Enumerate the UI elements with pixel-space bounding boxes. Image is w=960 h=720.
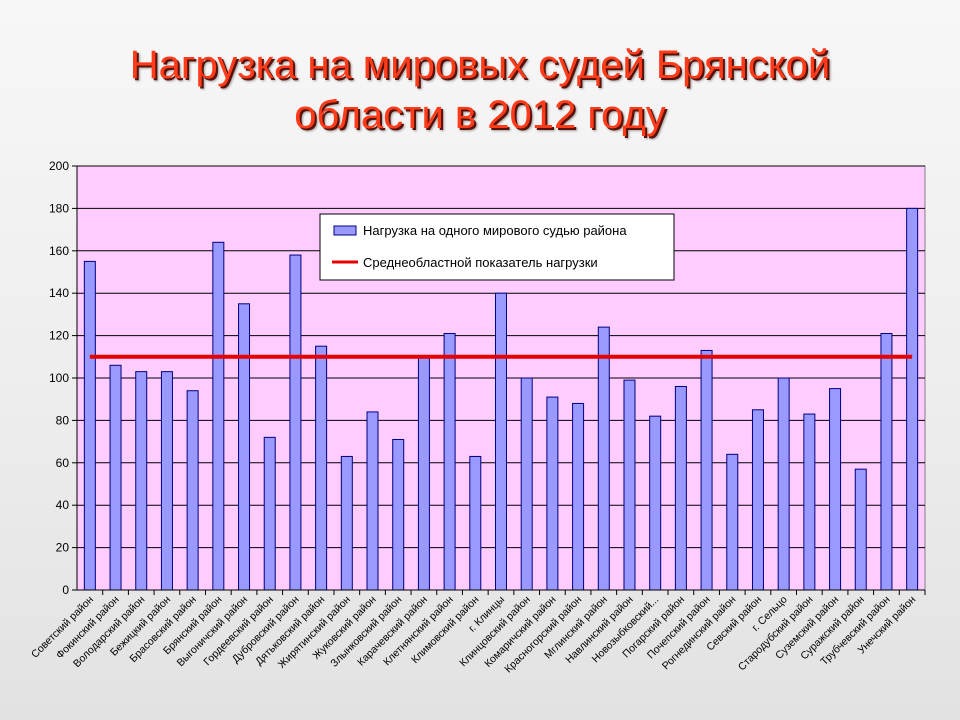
legend-line-label: Среднеобластной показатель нагрузки	[363, 255, 598, 270]
bar	[263, 436, 276, 591]
bar	[726, 453, 739, 591]
y-tick-label: 40	[56, 498, 70, 512]
bar	[83, 260, 96, 591]
bar	[520, 377, 533, 591]
bars	[83, 207, 919, 591]
y-axis: 0 20 40 60 80 100 120 140 160 180 200	[49, 159, 78, 597]
bar	[572, 402, 585, 591]
bar	[417, 356, 430, 591]
bar	[777, 377, 790, 591]
y-tick-label: 80	[56, 413, 70, 427]
legend-bar-swatch	[333, 225, 357, 236]
bar	[623, 379, 636, 591]
bar	[340, 455, 353, 591]
legend-box	[319, 213, 675, 281]
bar	[109, 364, 122, 591]
bar	[906, 207, 919, 591]
bar	[315, 345, 328, 591]
bar	[392, 438, 405, 591]
bar	[366, 411, 379, 591]
bar	[674, 385, 687, 591]
bar	[880, 332, 893, 591]
page-title: Нагрузка на мировых судей Брянской облас…	[0, 40, 960, 140]
title-line-1: Нагрузка на мировых судей Брянской	[129, 43, 831, 87]
legend-bar-label: Нагрузка на одного мирового судью района	[363, 223, 627, 238]
bar	[649, 415, 662, 591]
bar	[495, 292, 507, 591]
bar	[700, 349, 713, 591]
y-tick-label: 60	[56, 456, 70, 470]
y-tick-label: 20	[56, 541, 70, 555]
bar	[854, 468, 867, 591]
bar	[289, 254, 302, 591]
y-tick-label: 0	[62, 583, 69, 597]
y-tick-label: 180	[49, 201, 69, 215]
bar	[212, 241, 225, 591]
bar	[546, 396, 559, 591]
y-tick-label: 100	[49, 371, 69, 385]
bar	[751, 409, 764, 591]
y-tick-label: 200	[49, 159, 69, 173]
bar	[135, 371, 148, 591]
bar	[597, 326, 610, 591]
bar	[469, 455, 482, 591]
bar	[803, 413, 816, 591]
y-tick-label: 160	[49, 244, 69, 258]
bar	[443, 332, 456, 591]
title-line-2: области в 2012 году	[294, 93, 666, 137]
legend: Нагрузка на одного мирового судью района…	[319, 213, 675, 281]
bar	[186, 390, 199, 591]
y-tick-label: 120	[49, 329, 69, 343]
bar	[829, 388, 842, 591]
bar-chart: 0 20 40 60 80 100 120 140 160 180 200 Советский ра…	[29, 159, 926, 675]
y-tick-label: 140	[49, 286, 69, 300]
bar	[160, 371, 173, 591]
bar	[238, 303, 251, 591]
